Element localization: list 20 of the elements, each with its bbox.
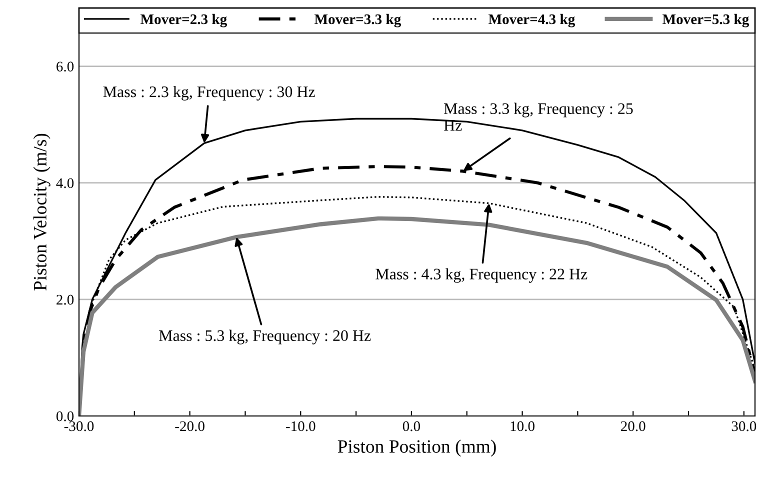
x-tick-label: 20.0 — [620, 421, 646, 432]
annotation: Mass : 4.3 kg, Frequency : 22 Hz — [376, 268, 588, 283]
x-tick-label: -30.0 — [64, 421, 94, 432]
y-tick-label: 6.0 — [56, 62, 74, 72]
legend-label: Mover=4.3 kg — [488, 14, 576, 28]
annotation: Mass : 5.3 kg, Frequency : 20 Hz — [159, 330, 371, 344]
x-tick-label: -20.0 — [175, 421, 204, 432]
x-axis-title: Piston Position (mm) — [338, 440, 496, 457]
y-tick-label: 0.0 — [56, 411, 74, 422]
legend-label: Mover=2.3 kg — [140, 14, 227, 28]
legend-label: Mover=3.3 kg — [314, 14, 401, 28]
legend-label: Mover=5.3 kg — [662, 14, 750, 28]
y-axis-title: Piston Velocity (m/s) — [33, 134, 50, 290]
x-tick-label: 10.0 — [510, 421, 534, 432]
y-tick-label: 2.0 — [56, 294, 74, 305]
y-tick-label: 4.0 — [56, 178, 74, 188]
x-tick-label: 0.0 — [402, 421, 420, 432]
x-tick-label: -10.0 — [286, 421, 316, 432]
annotation: Mass : 2.3 kg, Frequency : 30 Hz — [103, 86, 315, 100]
x-tick-label: 30.0 — [732, 421, 756, 432]
